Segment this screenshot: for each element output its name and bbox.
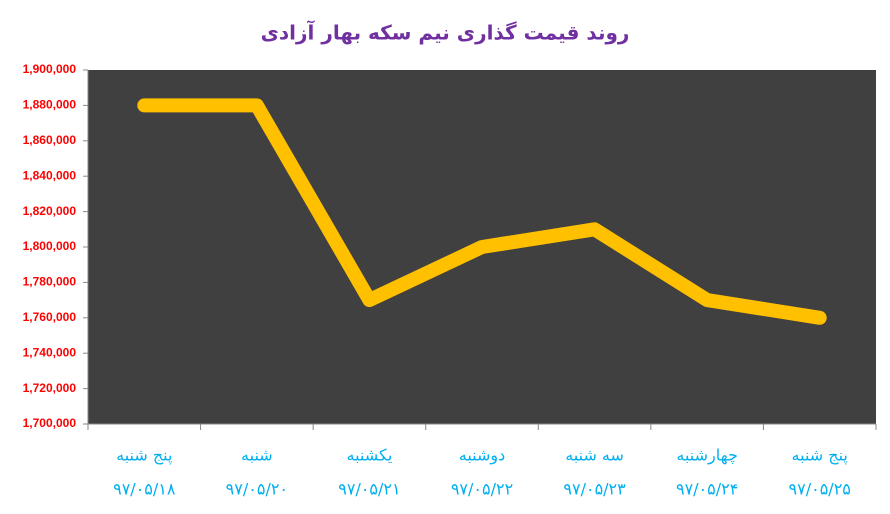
x-tick-label: پنج شنبه	[792, 446, 848, 466]
x-tick-date: ۹۷/۰۵/۲۳	[563, 480, 626, 499]
x-tick-date: ۹۷/۰۵/۲۱	[338, 480, 400, 499]
y-tick-label: 1,720,000	[23, 381, 77, 395]
line	[137, 98, 827, 325]
y-tick-label: 1,700,000	[23, 416, 77, 430]
chart-title: روند قیمت گذاری نیم سکه بهار آزادی	[261, 20, 630, 45]
x-tick-date: ۹۷/۰۵/۲۰	[226, 480, 288, 499]
x-tick-date: ۹۷/۰۵/۱۸	[113, 480, 176, 499]
y-tick-label: 1,780,000	[23, 275, 77, 289]
x-tick-label: دوشنبه	[459, 446, 506, 466]
y-tick-label: 1,880,000	[23, 98, 77, 112]
y-tick-label: 1,900,000	[23, 62, 77, 76]
x-tick-date: ۹۷/۰۵/۲۲	[451, 480, 513, 499]
y-tick-label: 1,820,000	[23, 204, 77, 218]
x-tick-label: شنبه	[241, 446, 273, 465]
y-tick-label: 1,740,000	[23, 345, 77, 359]
y-tick-label: 1,860,000	[23, 133, 77, 147]
x-tick-label: پنج شنبه	[116, 446, 172, 466]
x-tick-date: ۹۷/۰۵/۲۴	[676, 480, 738, 499]
x-tick-date: ۹۷/۰۵/۲۵	[789, 480, 851, 499]
y-tick-label: 1,840,000	[23, 168, 77, 182]
x-tick-label: یکشنبه	[347, 446, 393, 465]
y-tick-label: 1,800,000	[23, 239, 77, 253]
x-tick-label: سه شنبه	[565, 446, 624, 465]
x-tick-label: چهارشنبه	[676, 446, 738, 466]
y-tick-label: 1,760,000	[23, 310, 77, 324]
